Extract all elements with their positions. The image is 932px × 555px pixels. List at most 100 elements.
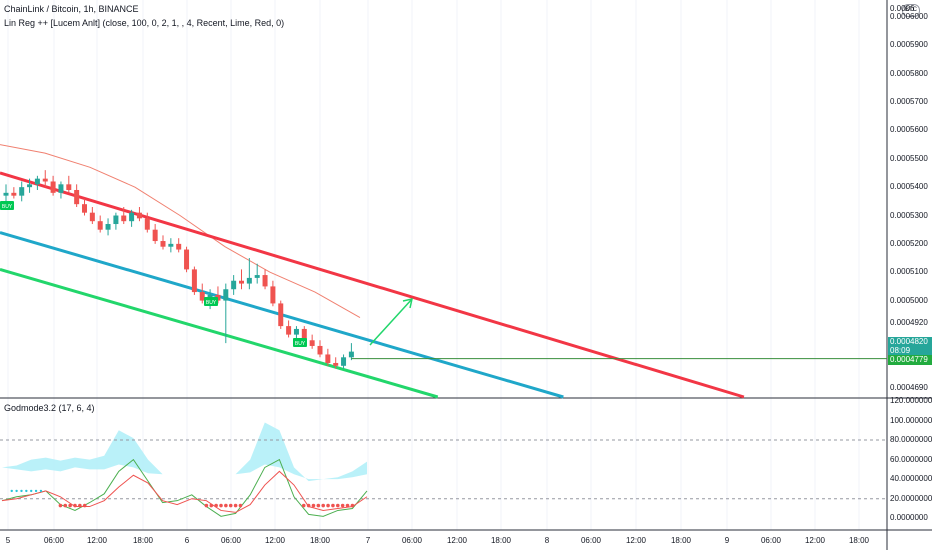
time-tick-label: 7 [365, 536, 371, 545]
price-tick-label: 0.0005100 [890, 267, 928, 277]
buy-signal-badge [293, 338, 307, 347]
oscillator-signal-dot [345, 503, 350, 508]
price-tick-label: 0.0005700 [890, 97, 928, 107]
oscillator-signal-dot [224, 503, 228, 508]
candle-body [191, 269, 197, 293]
oscillator-tick-label: 0.0000000 [890, 513, 928, 523]
buy-signal: BUY [204, 297, 218, 306]
last-price-value: 0.0004820 [890, 337, 928, 346]
time-tick-label: 06:00 [760, 536, 782, 545]
time-tick-label: 8 [544, 536, 550, 545]
candle-body [58, 184, 64, 193]
candle-body [293, 328, 299, 335]
candle-body [144, 218, 150, 230]
candle-body [3, 192, 9, 196]
oscillator-legend[interactable]: Godmode3.2 (17, 6, 4) [4, 403, 95, 413]
candle-body [152, 229, 158, 242]
candle-body [176, 243, 182, 250]
oscillator-signal-dot [219, 503, 223, 508]
oscillator-tick-label: 60.0000000 [890, 454, 932, 464]
price-tick-label: 0.0004690 [890, 383, 928, 393]
candle-body [27, 184, 33, 188]
price-tick-label: 0.0005500 [890, 153, 928, 163]
oscillator-signal-dot [316, 503, 321, 508]
price-tick-label: 0.0005900 [890, 40, 928, 50]
candle-body [270, 286, 276, 304]
oscillator-tick-label: 40.0000000 [890, 474, 932, 484]
price-tick-label: 0.0006 [890, 4, 915, 13]
oscillator-signal-dot [34, 489, 38, 493]
buy-signal-label: BUY [2, 204, 13, 210]
last-price-tag: 0.0004820 08:09 [888, 337, 932, 355]
oscillator-slow-line [1, 470, 368, 513]
candle-body [278, 303, 284, 327]
price-tick-label: 0.0005800 [890, 68, 928, 78]
candle-body [223, 289, 229, 301]
time-tick-label: 18:00 [490, 536, 512, 545]
time-tick-label: 06:00 [401, 536, 423, 545]
candle-body [160, 241, 166, 247]
oscillator-tick-label: 100.0000000 [890, 415, 932, 425]
level-price-value: 0.0004779 [890, 355, 928, 364]
oscillator-signal-dot [73, 503, 77, 508]
oscillator-signal-dot [336, 503, 340, 508]
symbol-title[interactable]: ChainLink / Bitcoin, 1h, BINANCE [4, 4, 139, 14]
candle-body [317, 345, 323, 355]
candle-body [239, 280, 244, 284]
time-tick-label: 12:00 [86, 536, 108, 545]
candle-body [168, 243, 174, 247]
time-tick-label: 12:00 [446, 536, 468, 545]
price-tick-label: 0.0004920 [890, 318, 928, 328]
upper-band-line [0, 171, 745, 399]
time-tick-label: 9 [724, 536, 730, 545]
candle-body [105, 224, 111, 230]
oscillator-signal-dot [233, 503, 238, 508]
oscillator-signal-dot [15, 489, 18, 493]
oscillator-signal-dot [311, 503, 316, 508]
oscillator-signal-dot [63, 503, 68, 508]
oscillator-signal-dot [58, 503, 63, 508]
oscillator-signal-dot [204, 503, 209, 508]
oscillator-signal-dot [331, 503, 335, 508]
oscillator-tick-label: 120.0000000 [890, 395, 932, 405]
price-tick-label: 0.0005600 [890, 125, 928, 135]
price-tick-label: 0.0005400 [890, 182, 928, 192]
oscillator-signal-dot [39, 489, 43, 493]
time-tick-label: 06:00 [43, 536, 65, 545]
oscillator-signal-dot [301, 503, 306, 508]
candle-body [262, 275, 268, 287]
buy-signal-label: BUY [206, 300, 217, 306]
candle-body [97, 221, 103, 230]
price-tick-label: 0.0006000 [890, 12, 928, 21]
candle-body [325, 354, 331, 363]
buy-signal-badge [204, 297, 218, 306]
indicator-legend[interactable]: Lin Reg ++ [Lucem Anlt] (close, 100, 0, … [4, 18, 285, 28]
oscillator-signal-dot [20, 489, 23, 493]
oscillator-signal-dot [340, 503, 345, 508]
time-tick-label: 18:00 [848, 536, 870, 545]
oscillator-signal-dot [209, 503, 214, 508]
time-tick-label: 12:00 [264, 536, 286, 545]
oscillator-signal-dot [214, 503, 218, 508]
candle-body [129, 212, 135, 222]
ma-line [0, 144, 361, 319]
candle-body [231, 280, 237, 290]
candle-body [11, 192, 17, 196]
oscillator-fast-line [1, 458, 368, 517]
candle-body [113, 215, 119, 225]
oscillator-tick-label: 80.0000000 [890, 435, 932, 445]
candle-body [348, 351, 354, 358]
candle-body [246, 277, 252, 284]
oscillator-signal-dot [350, 503, 355, 508]
time-tick-label: 12:00 [804, 536, 826, 545]
candle-body [184, 249, 190, 270]
time-tick-label: 5 [5, 536, 11, 545]
candle-body [66, 184, 72, 190]
candle-body [121, 215, 127, 222]
oscillator-signal-dot [321, 503, 326, 508]
oscillator-tick-label: 20.0000000 [890, 493, 932, 503]
price-tick-label: 0.0005000 [890, 295, 928, 305]
currency-badge[interactable]: BTC [902, 4, 920, 17]
